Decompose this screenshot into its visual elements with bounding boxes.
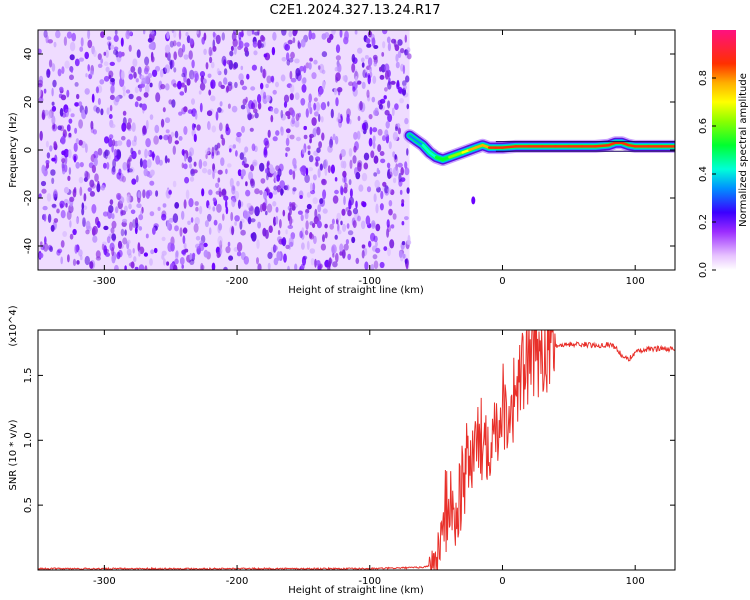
colorbar-tick-label: 0.8 [698,70,709,86]
snr-y-tick-label: 0.5 [23,497,34,513]
heatmap-x-tick-label: 0 [499,276,505,287]
colorbar-tick-label: 0.4 [698,166,709,182]
snr-x-axis-label: Height of straight line (km) [288,585,424,596]
colorbar-label: Normalized spectral amplitude [738,73,749,227]
heatmap-y-tick-label: 20 [23,96,34,109]
snr-y-tick-label: 1.5 [23,367,34,383]
snr-frame [37,329,676,571]
snr-y-tick-label: 1.0 [23,432,34,448]
colorbar-gradient [712,30,736,270]
colorbar-tick-label: 0.6 [698,118,709,134]
heatmap-x-tick-label: -200 [226,276,249,287]
heatmap-x-tick-label: -100 [358,276,381,287]
snr-x-tick-label: -100 [358,576,381,587]
snr-x-tick-label: 100 [626,576,645,587]
heatmap-x-tick-label: -300 [93,276,116,287]
heatmap-y-tick-label: 0 [23,147,34,153]
heatmap-y-axis-label: Frequency (Hz) [8,112,19,188]
colorbar: 0.0 0.2 0.4 0.6 0.8 Normalized spectral ampl… [698,30,749,278]
snr-y-axis-label: SNR (10 * v/v) [8,419,19,490]
snr-series-line [38,330,675,570]
chart-title: C2E1.2024.327.13.24.R17 [269,3,440,18]
isolated-blob [471,196,476,205]
snr-x-tick-label: -300 [93,576,116,587]
heatmap-y-tick-label: -40 [23,238,34,254]
heatmap-x-tick-label: 100 [626,276,645,287]
colorbar-tick-label: 0.0 [698,262,709,278]
snr-y-scale-label: (x10^4) [8,305,19,346]
noise-speckles [38,30,412,270]
snr-x-tick-label: 0 [499,576,505,587]
colorbar-tick-label: 0.2 [698,214,709,230]
snr-x-tick-label: -200 [226,576,249,587]
signal-trace [403,129,675,167]
snr-panel: -300 -200 -100 0 100 0.5 1.0 1.5 Height of str… [8,305,676,596]
heatmap-y-tick-label: 40 [23,48,34,61]
heatmap-x-axis-label: Height of straight line (km) [288,285,424,296]
heatmap-y-tick-label: -20 [23,190,34,206]
